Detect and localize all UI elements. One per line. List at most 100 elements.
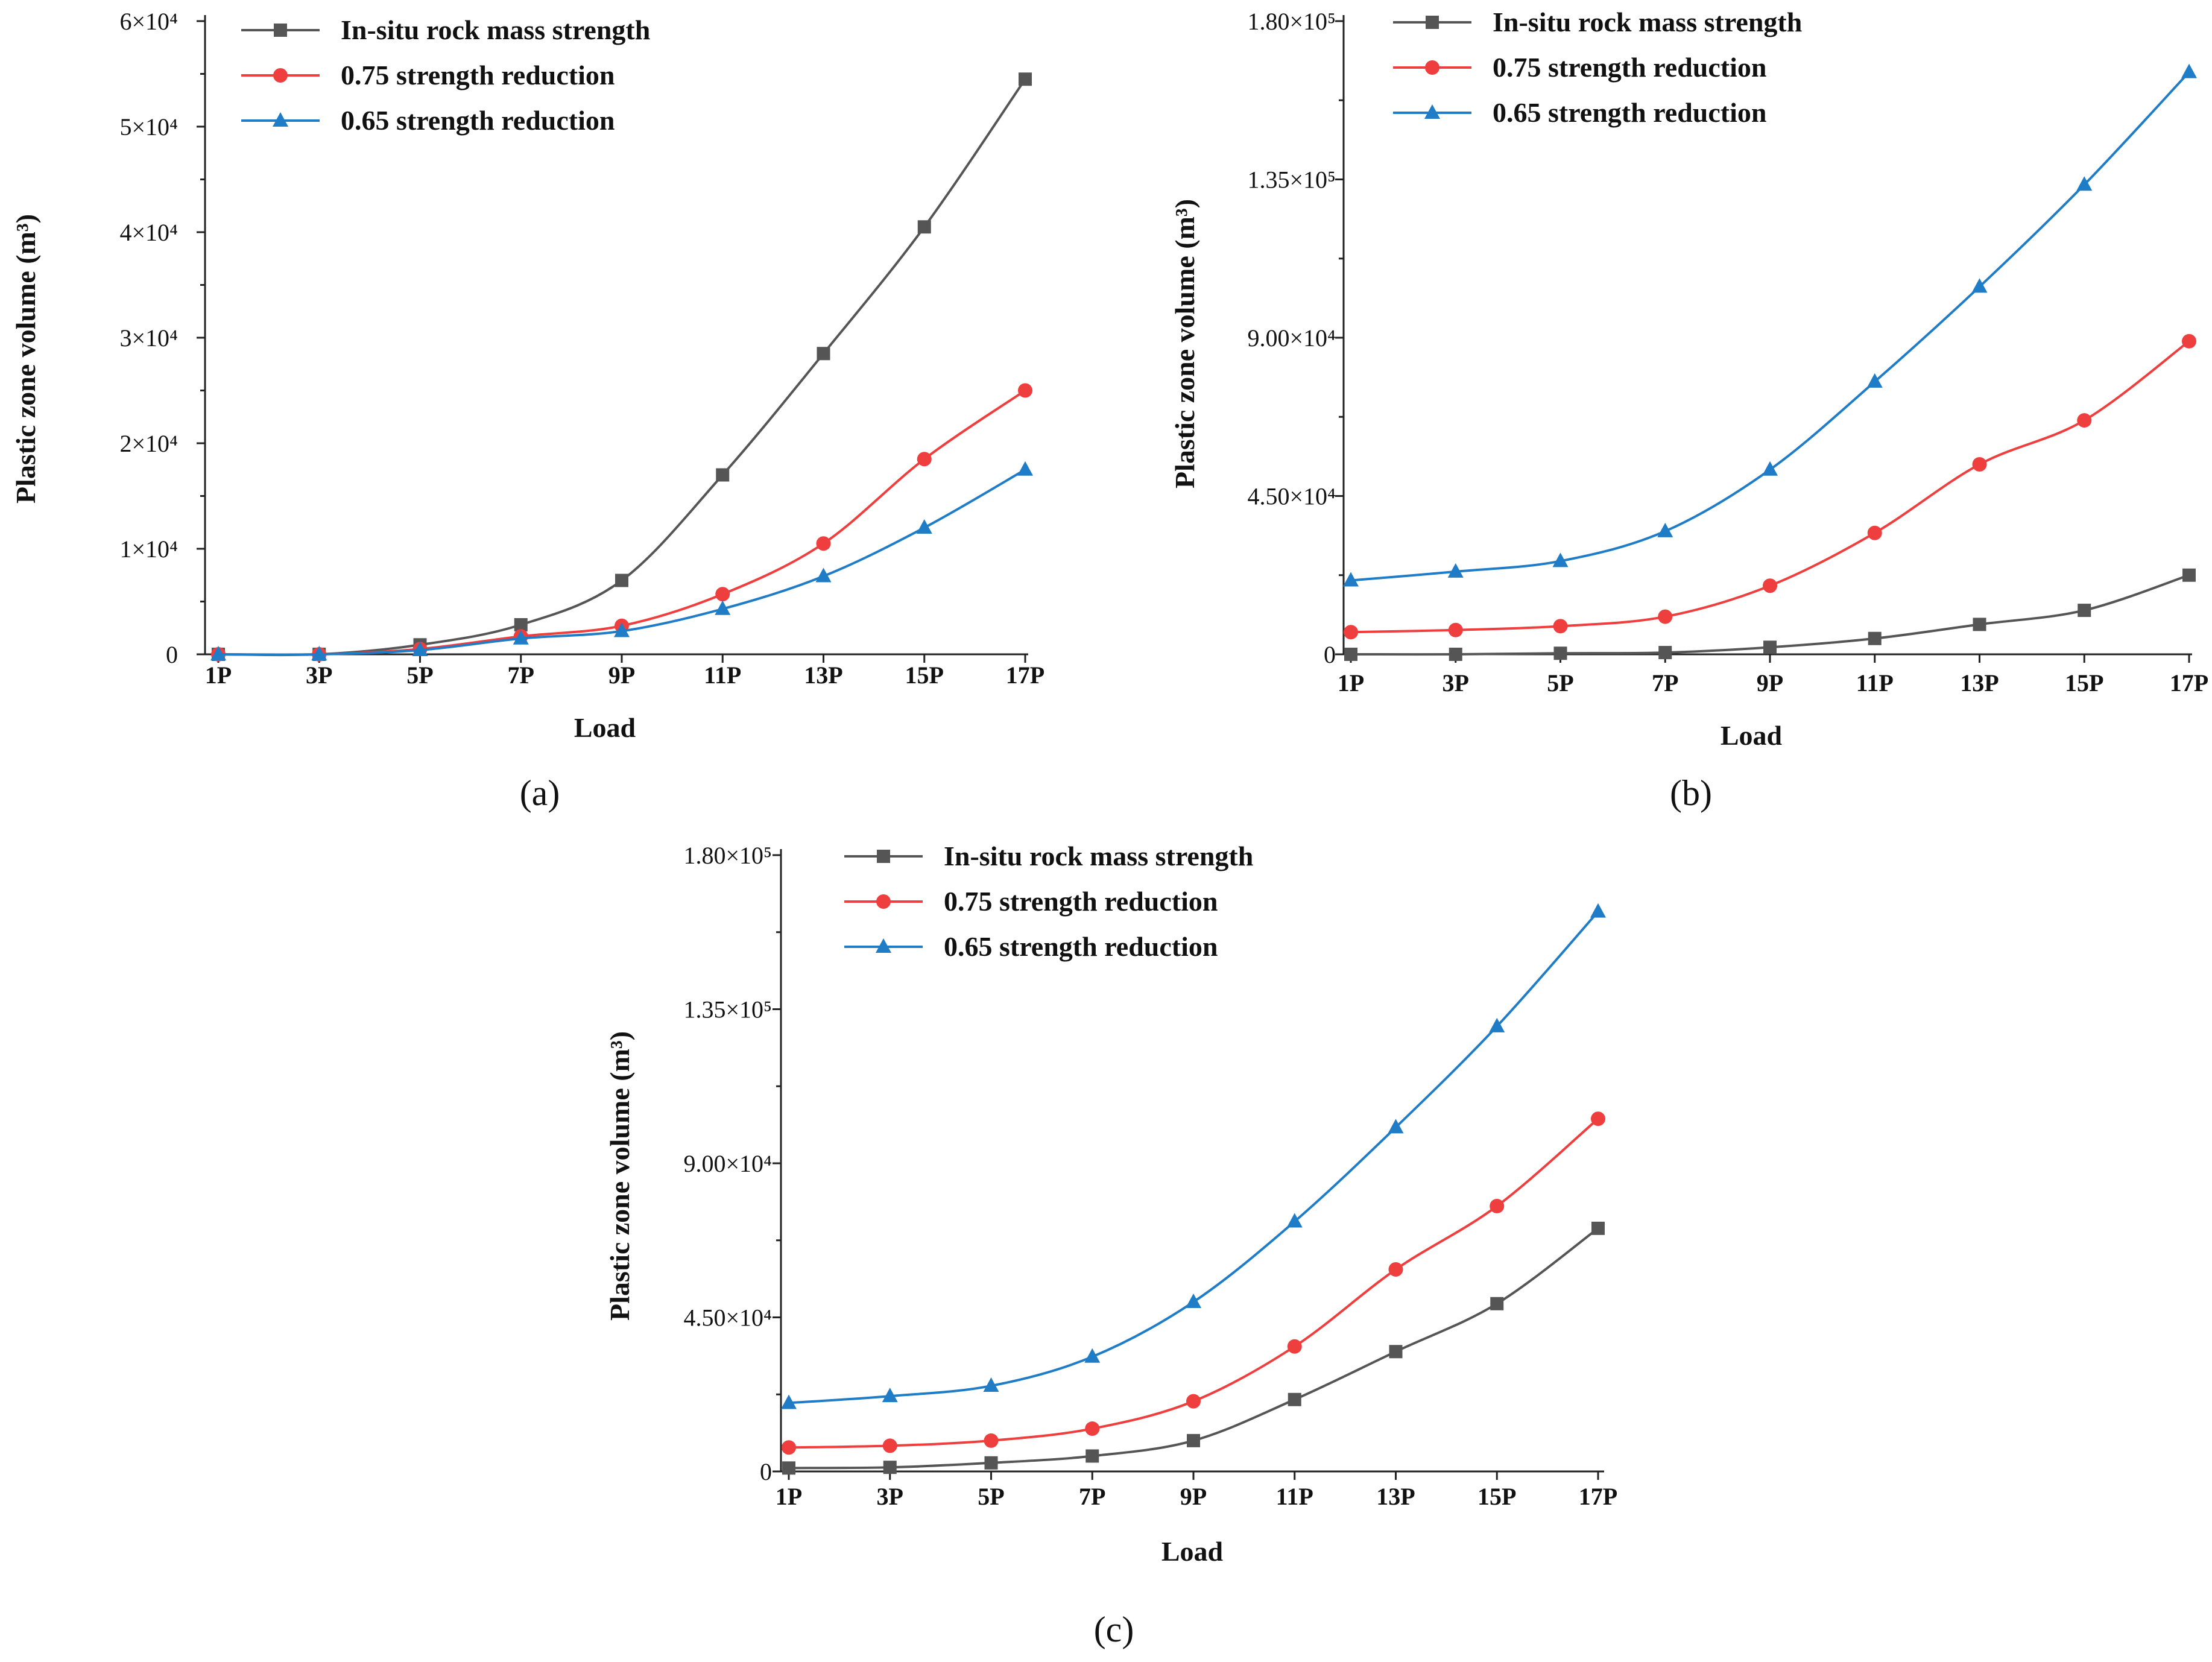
legend-label: In-situ rock mass strength [944, 841, 1253, 871]
x-tick-label: 1P [1338, 669, 1364, 697]
data-point [883, 1461, 897, 1474]
chart-panel-c: Plastic zone volume (m³) Load (c) 0 4.50×… [604, 841, 1617, 1649]
data-point [1017, 461, 1033, 476]
data-point [1553, 619, 1568, 634]
data-point [782, 1461, 795, 1475]
y-tick-label: 6×10⁴ [119, 8, 178, 35]
data-point [1763, 578, 1777, 593]
data-point [1343, 572, 1359, 587]
data-point [1344, 648, 1357, 661]
y-axis-label: Plastic zone volume (m³) [1169, 199, 1200, 488]
data-point [1448, 622, 1463, 637]
x-tick-label: 3P [1443, 669, 1469, 697]
axes-frame [204, 15, 1028, 656]
x-tick-label: 3P [877, 1483, 903, 1510]
y-tick-label: 2×10⁴ [119, 430, 178, 457]
data-point [1658, 609, 1673, 624]
data-point [882, 1388, 898, 1403]
legend-marker [876, 938, 891, 953]
chart-panel-b: Plastic zone volume (m³) Load (b) 0 4.50×… [1169, 7, 2208, 813]
data-point [1591, 1221, 1605, 1235]
data-point [1552, 552, 1569, 567]
data-point [1866, 373, 1883, 388]
data-point [514, 618, 528, 631]
x-tick-label: 15P [905, 662, 944, 689]
y-tick-label: 9.00×10⁴ [683, 1150, 772, 1177]
x-tick-label: 7P [508, 662, 534, 689]
data-point [2078, 604, 2091, 618]
panel-caption: (a) [520, 773, 560, 813]
y-axis-label: Plastic zone volume (m³) [10, 214, 41, 504]
data-point [1658, 646, 1672, 660]
data-point [513, 630, 529, 645]
y-tick-label: 0 [1324, 641, 1336, 668]
data-point [2182, 333, 2196, 349]
x-tick-label: 5P [978, 1483, 1004, 1510]
legend-marker [1425, 60, 1439, 75]
x-tick-label: 13P [1960, 669, 1999, 697]
y-tick-label: 5×10⁴ [119, 113, 178, 141]
data-point [916, 519, 932, 534]
legend-label: In-situ rock mass strength [1493, 7, 1802, 37]
data-point [917, 220, 931, 234]
data-point [1287, 1339, 1302, 1354]
y-axis-label: Plastic zone volume (m³) [604, 1031, 635, 1321]
x-tick-label: 3P [306, 662, 332, 689]
legend-label: 0.65 strength reduction [341, 105, 615, 136]
y-tick-label: 4.50×10⁴ [1247, 483, 1336, 510]
x-tick-label: 7P [1652, 669, 1678, 697]
data-point [1490, 1198, 1505, 1213]
series-line [788, 1227, 1599, 1470]
x-tick-label: 11P [1276, 1483, 1313, 1510]
x-tick-label: 5P [406, 662, 433, 689]
x-tick-label: 7P [1079, 1483, 1105, 1510]
data-point [1388, 1262, 1403, 1277]
data-point [1019, 72, 1032, 86]
y-tick-label: 0 [166, 641, 178, 668]
data-point [210, 646, 226, 660]
legend-label: 0.75 strength reduction [944, 886, 1218, 917]
data-point [2181, 63, 2197, 78]
data-point [1553, 646, 1567, 660]
data-point [2182, 568, 2196, 582]
legend-marker [1424, 104, 1440, 119]
x-axis-label: Load [1161, 1536, 1224, 1567]
data-point [1389, 1345, 1403, 1359]
data-point [817, 347, 830, 361]
legend-marker [274, 24, 287, 37]
legend-label: 0.65 strength reduction [1493, 97, 1766, 128]
data-point [311, 646, 327, 660]
legend-label: In-situ rock mass strength [341, 14, 650, 45]
data-point [1657, 522, 1673, 537]
x-tick-label: 5P [1547, 669, 1573, 697]
data-point [2076, 176, 2093, 191]
y-tick-label: 3×10⁴ [119, 324, 178, 352]
data-point [1447, 563, 1464, 578]
data-point [1344, 625, 1358, 640]
data-point [1018, 383, 1032, 398]
series-line [1350, 71, 2190, 582]
data-point [615, 573, 628, 587]
data-point [1489, 1017, 1505, 1032]
x-tick-label: 9P [608, 662, 635, 689]
data-point [816, 536, 831, 551]
x-tick-label: 13P [1376, 1483, 1415, 1510]
data-point [1973, 618, 1986, 631]
panel-caption: (b) [1670, 773, 1712, 813]
legend-label: 0.75 strength reduction [341, 60, 615, 90]
data-point [1762, 461, 1778, 476]
data-point [1591, 1111, 1605, 1126]
x-tick-label: 1P [205, 662, 232, 689]
series-line [218, 469, 1026, 656]
data-point [1085, 1421, 1100, 1436]
y-tick-label: 1×10⁴ [119, 536, 178, 563]
data-point [412, 642, 428, 656]
x-tick-label: 1P [776, 1483, 802, 1510]
data-point [1186, 1394, 1201, 1409]
y-tick-label: 9.00×10⁴ [1247, 324, 1336, 352]
data-point [1868, 631, 1882, 645]
series-line [218, 78, 1026, 657]
data-point [882, 1438, 897, 1453]
x-tick-label: 13P [804, 662, 842, 689]
x-tick-label: 9P [1757, 669, 1783, 697]
